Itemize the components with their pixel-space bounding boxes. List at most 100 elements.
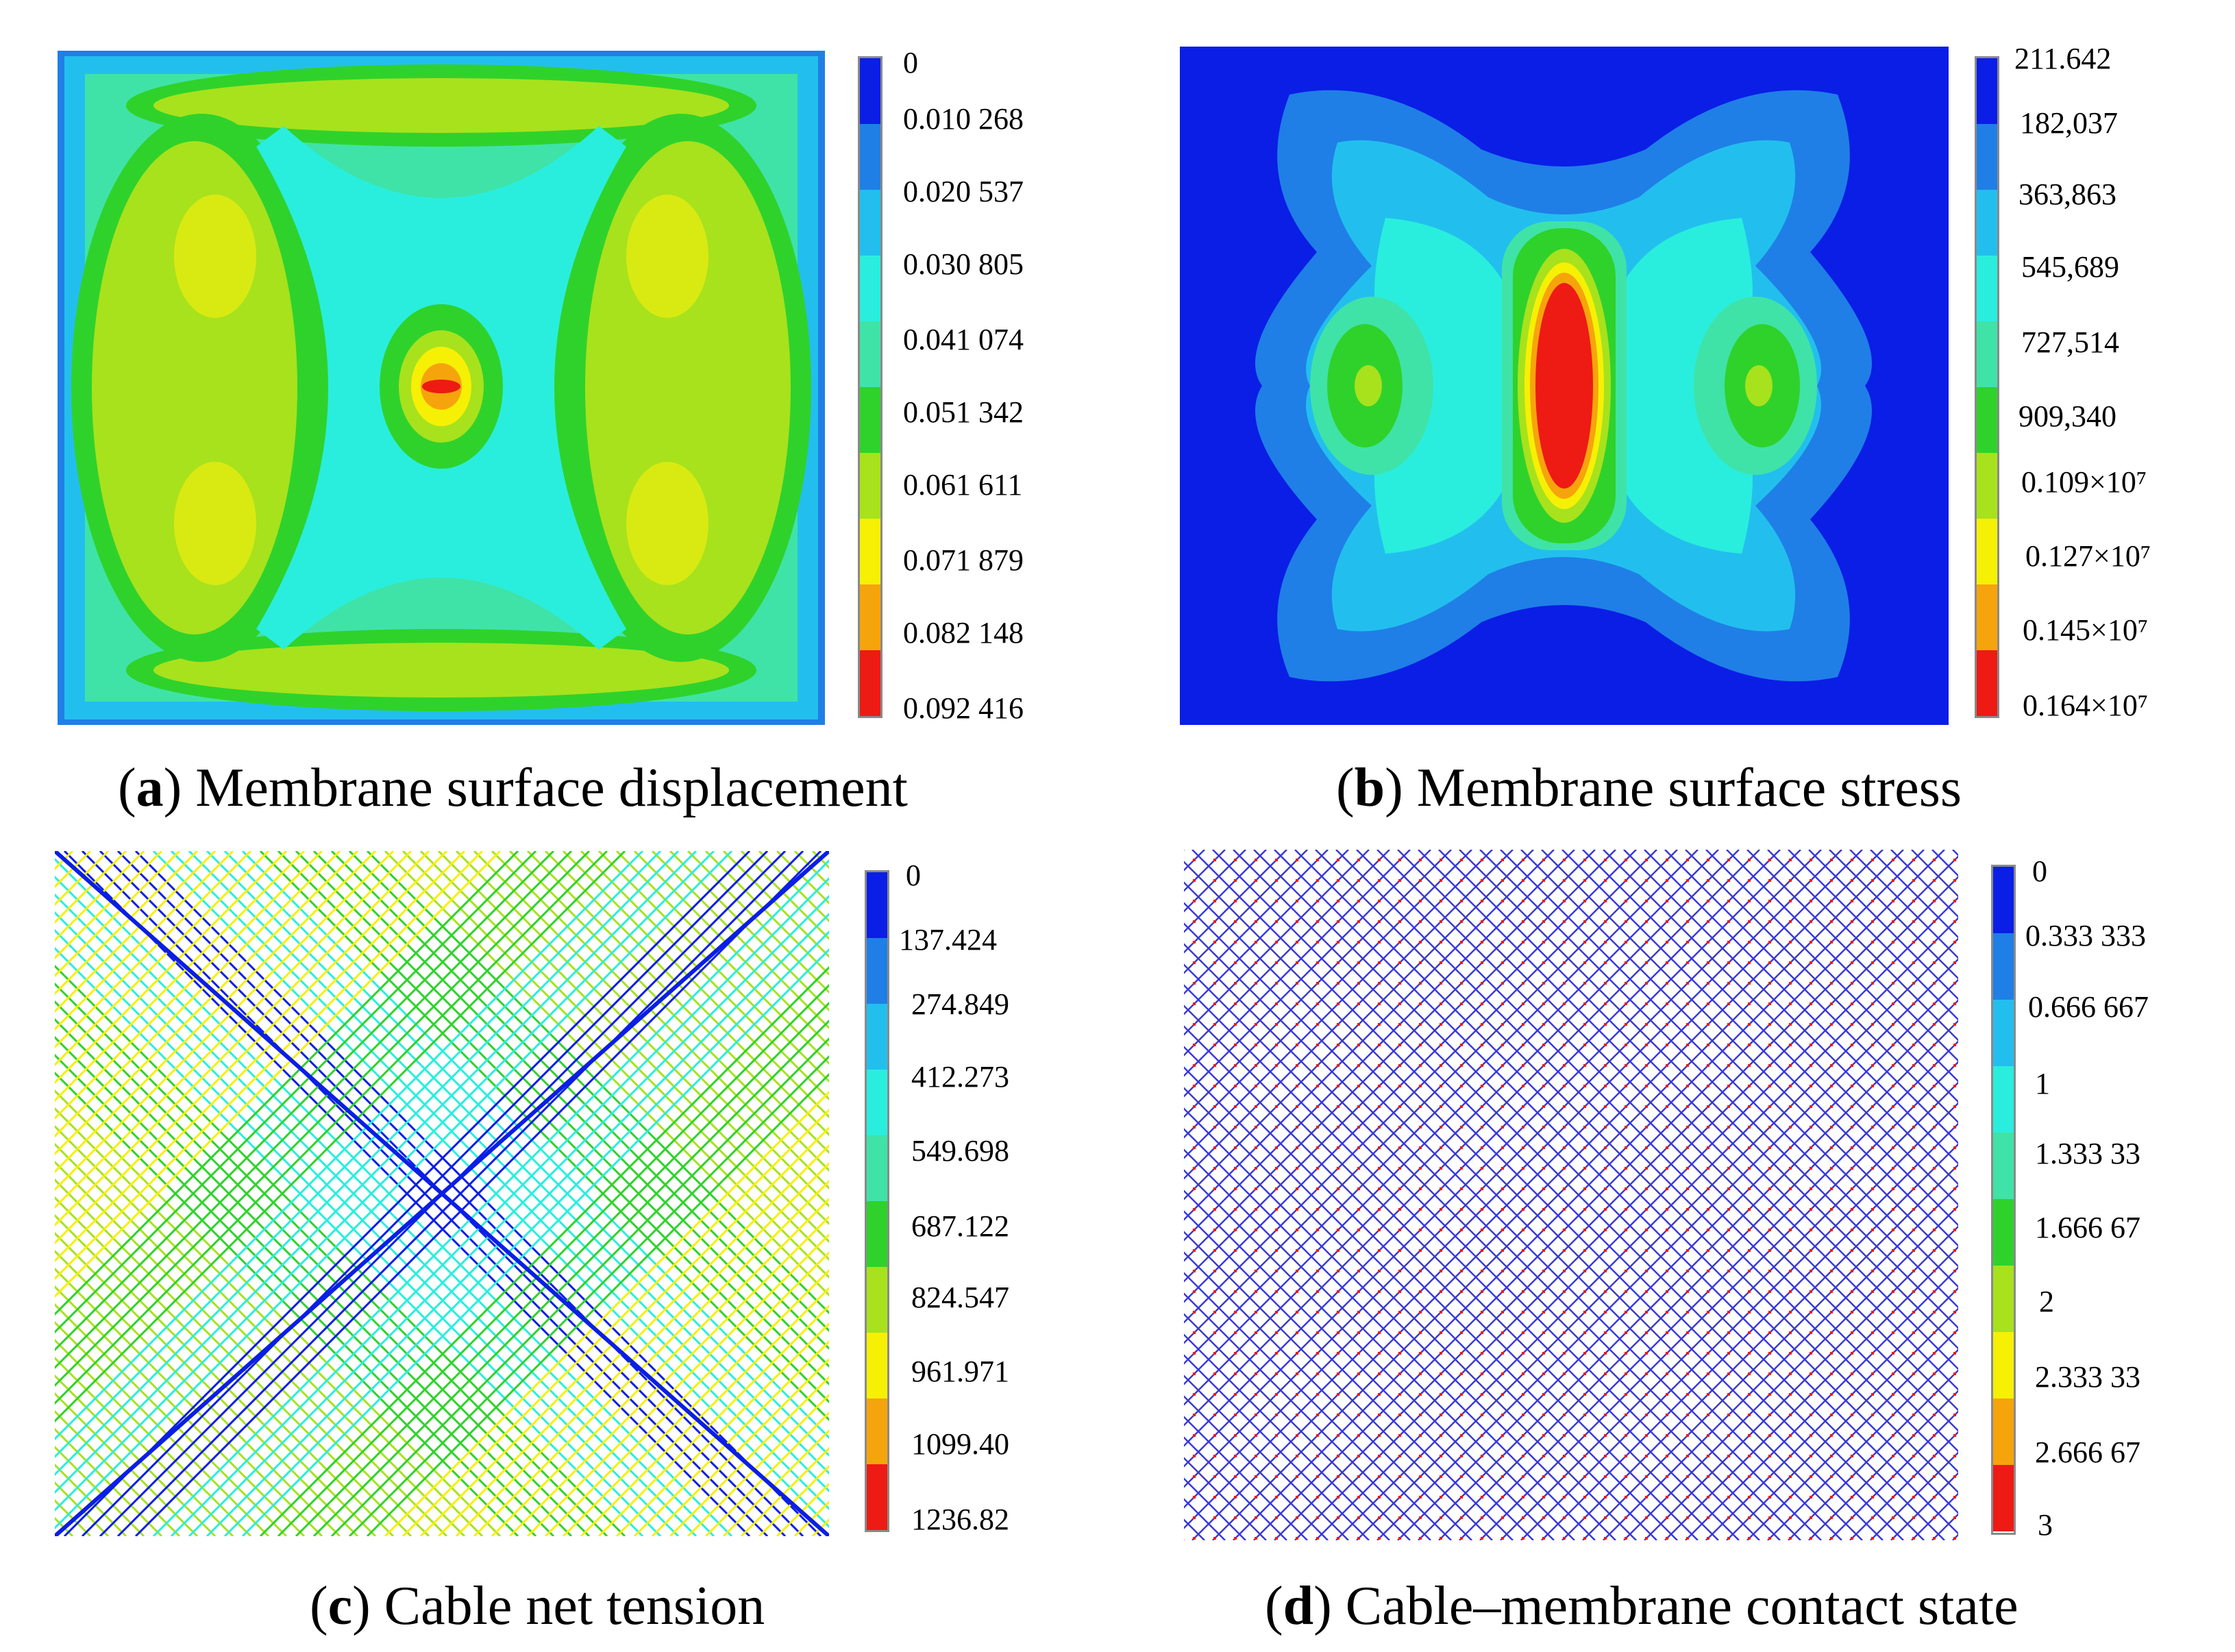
cable-line — [55, 851, 537, 1334]
cable-line — [116, 851, 804, 1536]
contact-node — [1604, 1393, 1607, 1396]
contact-node — [1933, 1270, 1936, 1272]
colorbar-tick: 363,863 — [2018, 177, 2116, 211]
contact-node — [1460, 1475, 1463, 1478]
contact-node — [1275, 941, 1278, 944]
contact-node — [1748, 1229, 1751, 1231]
contact-node — [1933, 1229, 1936, 1231]
contact-node — [1604, 1290, 1607, 1293]
contact-node — [1625, 1434, 1627, 1437]
contact-node — [1789, 1455, 1792, 1457]
contact-node — [1275, 900, 1278, 902]
cable-line — [170, 851, 829, 1511]
contact-node — [1912, 1290, 1915, 1293]
contact-node — [1892, 1023, 1894, 1026]
contact-node — [1275, 1146, 1278, 1149]
colorbar-tick: 909,340 — [2018, 399, 2116, 433]
contact-node — [1645, 1537, 1648, 1540]
contact-node — [1234, 1167, 1237, 1170]
contact-node — [1953, 1414, 1956, 1416]
contact-node — [1830, 1023, 1833, 1026]
colorbar-tick: 0.071 879 — [903, 543, 1024, 577]
contact-node — [1768, 859, 1771, 861]
colorbar-swatch — [1993, 1332, 2014, 1398]
contact-node — [1625, 1146, 1627, 1149]
contact-node — [1316, 1414, 1319, 1416]
contact-node — [1707, 1208, 1709, 1211]
contact-node — [1789, 1208, 1792, 1211]
contact-cable-line — [1623, 850, 1958, 1185]
contact-node — [1583, 1372, 1586, 1375]
contact-node — [1481, 1270, 1483, 1272]
contact-node — [1871, 1270, 1874, 1272]
contact-node — [1666, 1105, 1668, 1108]
contact-node — [1563, 1393, 1566, 1396]
cable-line — [55, 851, 199, 996]
contact-cable-line — [1184, 850, 1678, 1344]
contact-node — [1378, 1496, 1381, 1499]
contact-node — [1419, 879, 1422, 882]
contact-node — [1522, 1249, 1524, 1252]
contact-node — [1830, 1311, 1833, 1314]
contact-node — [1213, 1064, 1216, 1067]
contact-node — [1542, 1434, 1545, 1437]
contact-node — [1645, 1516, 1648, 1519]
contact-node — [1296, 1270, 1298, 1272]
contact-node — [1645, 1002, 1648, 1005]
contact-node — [1481, 859, 1483, 861]
contact-node — [1892, 1372, 1894, 1375]
cable-membrane-contact-image — [1184, 850, 1958, 1540]
colorbar-swatch — [860, 124, 880, 190]
contact-node — [1357, 941, 1360, 944]
contact-node — [1768, 1270, 1771, 1272]
contact-node — [1583, 879, 1586, 882]
contact-node — [1398, 900, 1401, 902]
contact-node — [1892, 1044, 1894, 1046]
contact-node — [1789, 1064, 1792, 1067]
colorbar-swatch — [860, 519, 880, 584]
contact-node — [1440, 1187, 1442, 1190]
contact-cable-line — [1184, 1395, 1329, 1540]
contact-node — [1912, 859, 1915, 861]
contact-node — [1645, 920, 1648, 923]
contact-cable-line — [1184, 850, 1308, 974]
contact-node — [1255, 1311, 1257, 1314]
contact-node — [1542, 941, 1545, 944]
contact-node — [1583, 1085, 1586, 1087]
contact-cable-line — [1582, 1163, 1958, 1540]
contact-node — [1871, 1167, 1874, 1170]
contact-node — [1419, 1475, 1422, 1478]
cable-line — [330, 1037, 829, 1536]
contact-node — [1275, 859, 1278, 861]
contact-node — [1953, 1187, 1956, 1190]
contact-node — [1501, 1311, 1504, 1314]
contact-node — [1296, 1126, 1298, 1129]
contact-node — [1645, 1167, 1648, 1170]
contact-node — [1337, 1064, 1339, 1067]
contact-node — [1789, 1352, 1792, 1355]
contact-node — [1193, 1105, 1196, 1108]
contact-node — [1255, 1126, 1257, 1129]
contact-node — [1768, 1393, 1771, 1396]
contact-node — [1789, 1105, 1792, 1108]
contact-node — [1419, 920, 1422, 923]
colorbar-swatch — [867, 1464, 887, 1530]
contact-cable-line — [1184, 850, 1534, 1200]
colorbar-swatch — [860, 387, 880, 453]
contact-node — [1686, 1352, 1689, 1355]
contact-node — [1213, 900, 1216, 902]
contact-node — [1645, 1085, 1648, 1087]
cable-line — [758, 1464, 829, 1536]
contact-node — [1419, 1208, 1422, 1211]
contact-node — [1830, 1167, 1833, 1170]
contact-node — [1851, 1167, 1853, 1170]
contact-node — [1604, 879, 1607, 882]
contact-node — [1625, 1331, 1627, 1334]
contact-node — [1583, 961, 1586, 964]
contact-node — [1419, 1290, 1422, 1293]
contact-node — [1707, 1290, 1709, 1293]
contact-node — [1686, 1126, 1689, 1129]
contact-node — [1419, 961, 1422, 964]
contact-node — [1316, 1146, 1319, 1149]
contact-node — [1255, 879, 1257, 882]
